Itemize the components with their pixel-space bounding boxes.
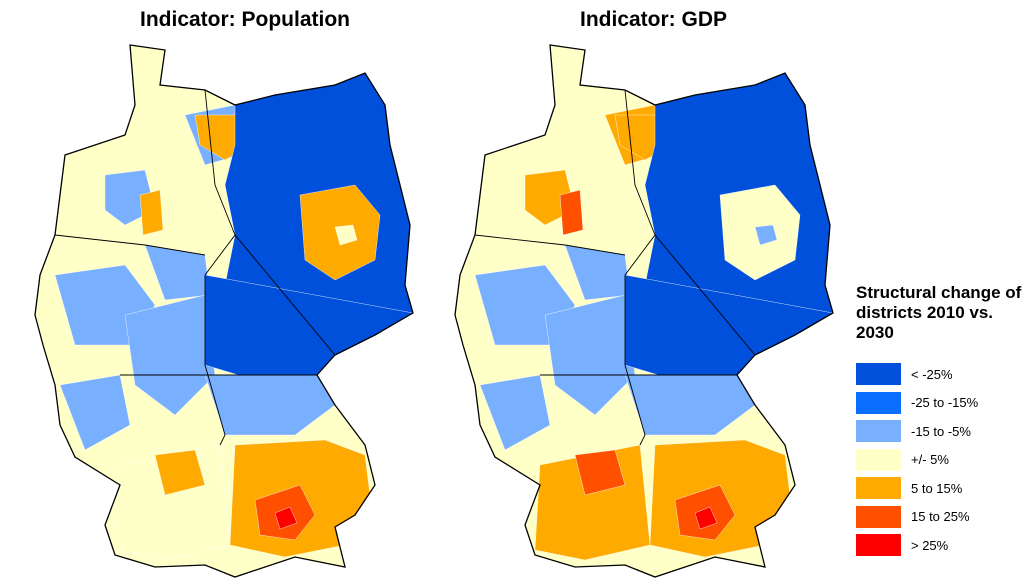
germany-border xyxy=(454,44,834,578)
region-hesse xyxy=(544,294,636,416)
legend-label: -25 to -15% xyxy=(911,395,979,411)
region-stuttgart xyxy=(574,449,626,496)
legend-swatch xyxy=(856,420,901,443)
region-bremen-area xyxy=(139,189,164,236)
legend: Structural change of districts 2010 vs. … xyxy=(856,283,1022,560)
legend-label: -15 to -5% xyxy=(911,423,971,439)
legend-item: -25 to -15% xyxy=(856,389,1022,418)
state-borders xyxy=(54,89,336,446)
region-hesse xyxy=(124,294,216,416)
legend-label: 15 to 25% xyxy=(911,509,970,525)
region-munich-core xyxy=(694,506,718,530)
legend-label: 5 to 15% xyxy=(911,480,963,496)
germany-border xyxy=(34,44,414,578)
region-stuttgart xyxy=(154,449,206,496)
population-map-title: Indicator: Population xyxy=(140,8,350,31)
legend-label: > 25% xyxy=(911,537,949,553)
legend-title: Structural change of districts 2010 vs. … xyxy=(856,283,1022,342)
gdp-map xyxy=(454,44,834,578)
legend-item: -15 to -5% xyxy=(856,417,1022,446)
region-rhine xyxy=(479,374,551,451)
legend-item: 5 to 15% xyxy=(856,474,1022,503)
region-rhine xyxy=(59,374,131,451)
legend-swatch xyxy=(856,534,901,557)
legend-label: < -25% xyxy=(911,366,953,382)
legend-item: > 25% xyxy=(856,531,1022,560)
legend-swatch xyxy=(856,505,901,528)
legend-item: < -25% xyxy=(856,360,1022,389)
legend-item: +/- 5% xyxy=(856,446,1022,475)
region-berlin xyxy=(754,224,778,246)
legend-swatch xyxy=(856,477,901,500)
region-munich-core xyxy=(274,506,298,530)
legend-swatch xyxy=(856,391,901,414)
gdp-map-title: Indicator: GDP xyxy=(580,8,728,31)
state-borders xyxy=(474,89,756,446)
legend-label: +/- 5% xyxy=(911,452,949,468)
legend-swatch xyxy=(856,363,901,386)
region-bremen-area xyxy=(559,189,584,236)
legend-item: 15 to 25% xyxy=(856,503,1022,532)
region-berlin xyxy=(334,224,358,246)
legend-swatch xyxy=(856,448,901,471)
population-map xyxy=(34,44,414,578)
